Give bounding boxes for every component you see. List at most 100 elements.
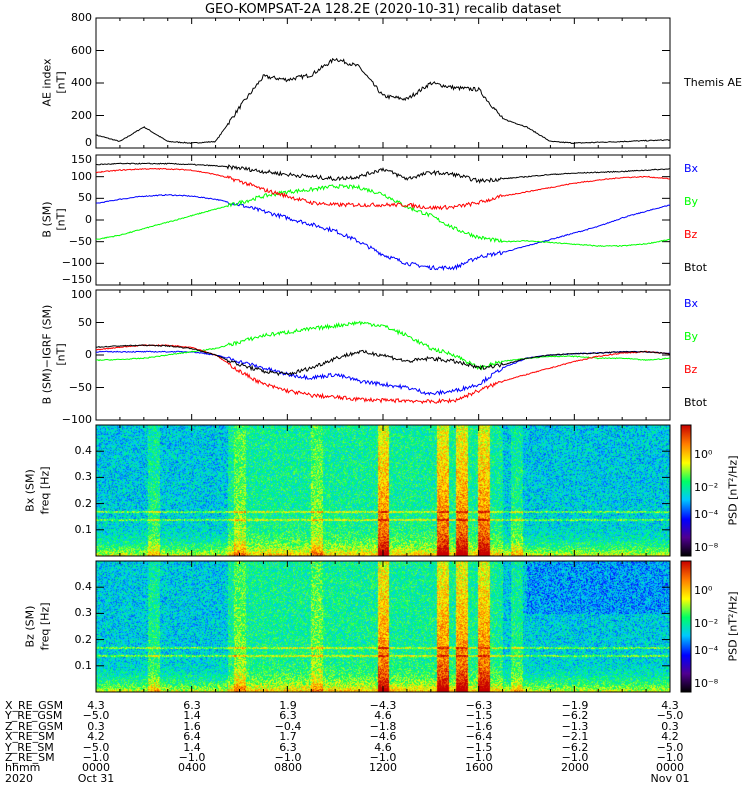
ephemeris-cell: 6.3 (279, 740, 297, 754)
ephemeris-row-label: Y_RE_GSM (5, 709, 63, 723)
ephemeris-cell: −1.0 (465, 751, 493, 764)
ephemeris-cell: 0400 (178, 761, 206, 775)
ephemeris-cell: 4.3 (661, 699, 679, 712)
colorbar-tick-label: 10⁻⁴ (694, 508, 719, 522)
y-tick-label: 50 (78, 315, 92, 329)
colorbar-label: PSD [nT²/Hz] (726, 590, 740, 662)
colorbar-tick-label: 10⁰ (694, 447, 713, 461)
y-tick-label: 0 (85, 136, 92, 149)
y-tick-label: 150 (71, 153, 92, 166)
legend-btot: Btot (684, 396, 707, 409)
colorbar-tick-label: 10⁻⁸ (694, 676, 719, 690)
y-tick-label: −150 (61, 273, 92, 286)
ephemeris-cell: −1.6 (465, 719, 493, 733)
y-axis-label: B (SM)−IGRF (SM) (40, 304, 54, 405)
series-dbsm-bx (95, 350, 671, 397)
y-tick-label: −100 (61, 413, 92, 426)
legend-btot: Btot (684, 261, 707, 274)
ephemeris-cell: 0.3 (661, 719, 679, 733)
ephemeris-cell: −5.0 (82, 740, 110, 754)
panel-frame (95, 154, 671, 286)
ephemeris-cell: −5.0 (656, 709, 684, 723)
ephemeris-cell: 4.2 (87, 730, 105, 744)
panel-frame (95, 560, 671, 693)
y-tick-label: 0 (85, 213, 92, 226)
legend-by: By (684, 195, 699, 208)
series-bsm-by (95, 183, 671, 247)
ephemeris-row-label: Z_RE_GSM (5, 719, 64, 733)
bz-spectrogram (96, 561, 670, 692)
y-axis-unit: [nT] (54, 343, 68, 366)
ephemeris-row-label: 2020 (5, 771, 33, 785)
panel-frame (95, 424, 671, 557)
ephemeris-cell: −1.9 (561, 699, 589, 712)
legend-bx: Bx (684, 162, 699, 175)
legend-by: By (684, 330, 699, 343)
y-tick-label: 200 (71, 108, 92, 122)
ephemeris-row-label: Z_RE_SM (5, 751, 55, 764)
ephemeris-cell: −6.2 (561, 709, 589, 723)
ephemeris-cell: −5.0 (82, 709, 110, 723)
colorbar-tick-label: 10⁻² (694, 616, 719, 630)
ephemeris-cell: 0000 (656, 761, 684, 775)
y-tick-label: 0.2 (74, 496, 93, 510)
ephemeris-cell: 1.4 (183, 709, 201, 723)
ephemeris-cell: −5.0 (656, 740, 684, 754)
ephemeris-cell: 1600 (465, 761, 493, 775)
colorbar-tick-label: 10⁰ (694, 583, 713, 597)
ephemeris-cell: 0.3 (87, 719, 105, 733)
ephemeris-cell: −6.2 (561, 740, 589, 754)
colorbar-tick-label: 10⁻⁴ (694, 644, 719, 658)
ephemeris-cell: 1.9 (279, 699, 297, 712)
y-tick-label: −50 (68, 380, 92, 394)
series-bsm-btot (96, 162, 670, 185)
ephemeris-cell: 0800 (274, 761, 302, 775)
ephemeris-cell: −4.3 (369, 699, 397, 712)
series-bsm-bz (95, 167, 671, 211)
y-axis-label: AE index (40, 58, 54, 107)
y-tick-label: −50 (68, 234, 92, 248)
y-tick-label: 0.4 (74, 444, 93, 458)
y-tick-label: 0.4 (74, 580, 93, 594)
ephemeris-cell: 1200 (369, 761, 397, 775)
y-tick-label: 0.1 (74, 658, 93, 672)
ephemeris-cell: 4.2 (661, 730, 679, 744)
ephemeris-cell: 1.6 (183, 719, 201, 733)
ephemeris-cell: 6.3 (183, 699, 201, 712)
ephemeris-cell: −1.0 (82, 751, 110, 764)
y-tick-label: 0.1 (74, 522, 93, 536)
ephemeris-cell: 4.6 (374, 740, 392, 754)
colorbar (680, 560, 692, 693)
ephemeris-cell: −2.1 (561, 730, 589, 744)
ephemeris-cell: −1.0 (369, 751, 397, 764)
y-tick-label: −100 (61, 256, 92, 270)
ephemeris-cell: 4.6 (374, 709, 392, 723)
ephemeris-cell: Nov 01 (650, 771, 690, 785)
legend-bz: Bz (684, 363, 698, 376)
series-dbsm-bz (95, 344, 671, 405)
ephemeris-cell: 2000 (561, 761, 589, 775)
series-ae-themis ae (95, 57, 671, 145)
y-tick-label: 0.3 (74, 470, 93, 484)
colorbar-label: PSD [nT²/Hz] (726, 454, 740, 526)
ephemeris-row-label: Y_RE_SM (5, 740, 54, 754)
ephemeris-cell: −1.5 (465, 740, 493, 754)
y-axis-unit: [nT] (54, 208, 68, 231)
colorbar-tick-label: 10⁻² (694, 480, 719, 494)
ephemeris-cell: −1.0 (561, 751, 589, 764)
y-tick-label: 600 (71, 43, 92, 57)
y-tick-label: 100 (71, 169, 92, 183)
ephemeris-cell: −1.0 (178, 751, 206, 764)
ephemeris-row-label: X_RE_SM (5, 730, 55, 744)
y-tick-label: 0 (85, 348, 92, 361)
y-tick-label: 400 (71, 76, 92, 89)
y-tick-label: 0.2 (74, 632, 93, 646)
ephemeris-cell: 1.4 (183, 740, 201, 754)
ephemeris-cell: −1.8 (369, 719, 397, 733)
figure-title: GEO-KOMPSAT-2A 128.2E (2020-10-31) recal… (204, 2, 562, 17)
series-dbsm-btot (95, 344, 671, 377)
ephemeris-cell: −0.4 (274, 719, 302, 733)
ephemeris-cell: −4.6 (369, 730, 397, 744)
